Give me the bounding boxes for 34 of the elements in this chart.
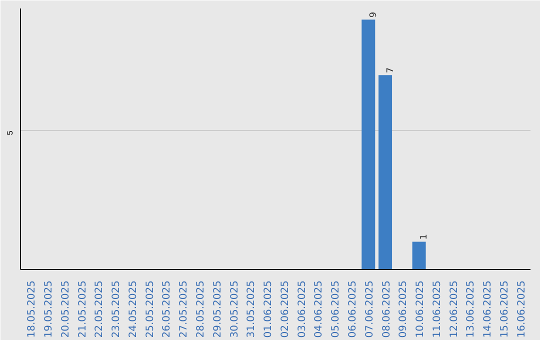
x-tick-label: 27.05.2025 <box>178 280 190 338</box>
x-tick-label: 18.05.2025 <box>26 280 38 338</box>
x-tick-label: 30.05.2025 <box>229 280 240 338</box>
y-tick-label: 5 <box>6 130 14 136</box>
x-tick-label: 13.06.2025 <box>466 280 477 338</box>
x-tick-label: 25.05.2025 <box>144 280 156 338</box>
x-tick-label: 16.06.2025 <box>516 280 528 338</box>
x-tick-label: 28.05.2025 <box>196 280 207 338</box>
x-tick-label: 24.05.2025 <box>128 280 139 338</box>
x-tick-label: 22.05.2025 <box>94 280 106 338</box>
x-tick-label: 03.06.2025 <box>296 280 308 338</box>
x-tick-label: 12.06.2025 <box>448 280 460 338</box>
x-tick-label: 19.05.2025 <box>44 280 55 338</box>
x-tick-label: 26.05.2025 <box>162 280 173 338</box>
x-tick-label: 20.05.2025 <box>60 280 72 338</box>
x-tick-label: 02.06.2025 <box>280 280 291 338</box>
x-tick-label: 05.06.2025 <box>330 280 342 338</box>
x-tick-label: 29.05.2025 <box>212 280 224 338</box>
x-tick-label: 23.05.2025 <box>111 280 122 338</box>
x-tick-label: 31.05.2025 <box>246 280 258 338</box>
x-tick-label: 08.06.2025 <box>381 280 392 338</box>
x-tick-label: 04.06.2025 <box>314 280 325 338</box>
x-tick-label: 21.05.2025 <box>77 280 88 338</box>
x-tick-label: 07.06.2025 <box>364 280 376 338</box>
x-tick-label: 10.06.2025 <box>415 280 426 338</box>
x-tick-label: 09.06.2025 <box>398 280 410 338</box>
x-tick-label: 06.06.2025 <box>347 280 358 338</box>
x-tick-label: 14.06.2025 <box>482 280 494 338</box>
data-label: 7 <box>386 67 396 74</box>
data-label: 1 <box>420 234 430 240</box>
data-label: 9 <box>368 12 379 18</box>
x-tick-label: 11.06.2025 <box>432 280 443 338</box>
x-tick-label: 01.06.2025 <box>263 280 274 338</box>
x-tick-label: 15.06.2025 <box>499 280 510 338</box>
